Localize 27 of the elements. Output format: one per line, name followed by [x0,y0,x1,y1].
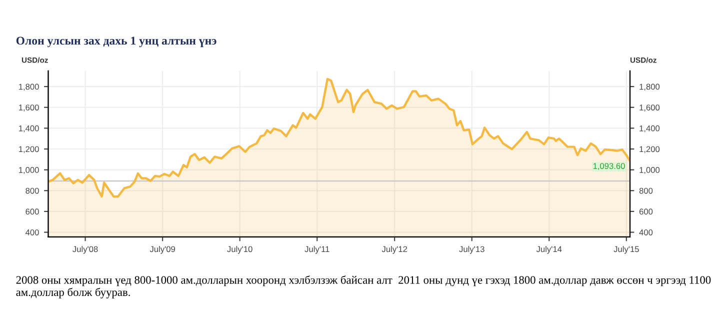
chart-title: Олон улсын зах дахь 1 унц алтын үнэ [16,36,216,48]
y2-tick-label: 1,400 [640,125,660,132]
y-tick-label: 1,200 [18,146,39,154]
y2-tick-label: 1,800 [640,84,660,91]
y2-tick-label: 400 [639,229,653,236]
annotation: 1,093.60 [593,163,625,170]
y2-tick-label: 1,200 [640,146,660,154]
y-tick-label: 1,000 [18,167,39,174]
y2-tick-label: 1,600 [640,104,660,112]
y-tick-label: 800 [26,188,39,194]
x-tick-label: July'08 [72,246,98,254]
x-tick-label: July'15 [614,246,639,254]
y2-tick-label: 800 [639,188,653,194]
text: 2008 оны хямралын үед 800-1000 ам.долларын хооронд хэлбэлзэж байсан алт 2011 оны дунд үе гэхэд 1800 ам.доллар давж өссөн ч эргээд 1100 ам.доллар болж буурав. [16,276,711,298]
x-tick-label: July'13 [459,246,484,254]
x-tick-label: July'10 [227,246,252,254]
x-tick-label: July'14 [536,246,562,254]
y2-tick-label: 600 [639,208,653,215]
x-tick-label: July'12 [382,246,408,254]
y-tick-label: 400 [26,229,39,236]
y-tick-label: 1,800 [18,84,39,91]
x-tick-label: July'11 [304,246,330,254]
y2-tick-label: 1,000 [640,167,660,174]
y-tick-label: 1,400 [18,125,39,132]
x-tick-label: July'09 [150,246,176,254]
y-tick-label: 1,600 [18,104,39,112]
y-tick-label: 600 [26,208,39,215]
